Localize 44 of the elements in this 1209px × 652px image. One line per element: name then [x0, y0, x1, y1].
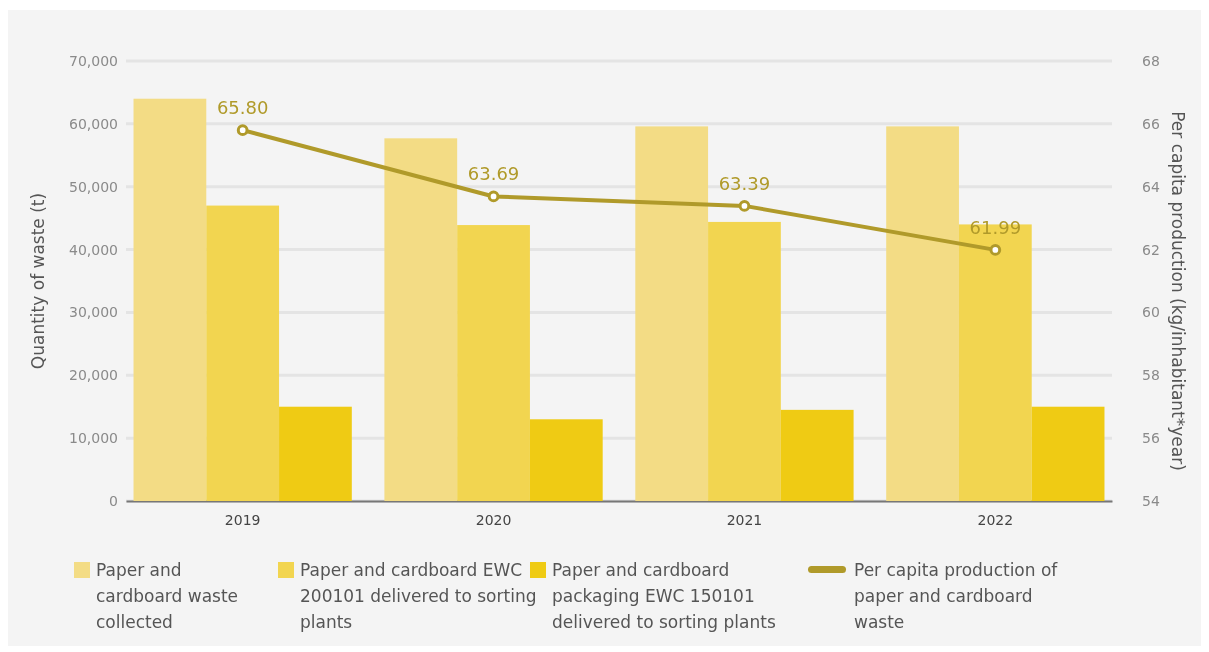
bar — [279, 406, 352, 501]
bar — [1031, 406, 1105, 501]
y2-tick-label: 66 — [1142, 115, 1160, 132]
bar — [133, 98, 207, 501]
y-tick-label: 30,000 — [69, 304, 118, 321]
bar — [384, 138, 458, 501]
bar — [457, 225, 530, 501]
bar — [529, 419, 603, 501]
bar — [635, 126, 709, 501]
bar — [886, 126, 959, 501]
x-tick-label: 2021 — [726, 511, 763, 528]
y2-tick-label: 54 — [1142, 492, 1160, 509]
y2-tick-label: 60 — [1142, 304, 1160, 321]
y-tick-label: 0 — [109, 492, 118, 509]
data-label: 63.39 — [718, 172, 771, 194]
point — [236, 124, 249, 136]
bar — [780, 409, 854, 501]
y-tick-label: 10,000 — [69, 430, 118, 447]
y2-tick-label: 62 — [1142, 241, 1160, 258]
bar — [708, 221, 781, 501]
y-tick-label: 60,000 — [69, 115, 118, 132]
y-tick-label: 70,000 — [69, 52, 118, 69]
y2-axis-title: Per capita production (kg/inhabitant*year) — [1168, 111, 1188, 471]
y2-tick-label: 68 — [1142, 52, 1160, 69]
y2-tick-label: 56 — [1142, 430, 1160, 447]
y-axis-title: Quantity of waste (t) — [28, 192, 48, 370]
point — [989, 244, 1002, 256]
x-tick-label: 2019 — [224, 511, 261, 528]
legend-label: Paper and cardboard EWC 200101 delivered to sorting plants — [300, 560, 537, 632]
x-tick-label: 2022 — [977, 511, 1014, 528]
y-tick-label: 50,000 — [69, 178, 118, 195]
legend-label: Paper and cardboard packaging EWC 150101 delivered to sorting plants — [552, 560, 776, 632]
point — [487, 190, 500, 203]
bar — [206, 205, 280, 501]
x-tick-label: 2020 — [475, 511, 512, 528]
data-label: 65.80 — [216, 97, 269, 119]
legend-label: Paper and cardboard waste collected — [96, 560, 239, 632]
y2-tick-label: 64 — [1142, 178, 1160, 195]
point — [738, 200, 751, 212]
y-tick-label: 20,000 — [69, 367, 118, 384]
legend-label: Per capita production of paper and cardboard waste — [854, 560, 1059, 632]
data-label: 63.69 — [467, 163, 520, 185]
y-tick-label: 40,000 — [69, 241, 118, 258]
y2-tick-label: 58 — [1142, 367, 1160, 384]
